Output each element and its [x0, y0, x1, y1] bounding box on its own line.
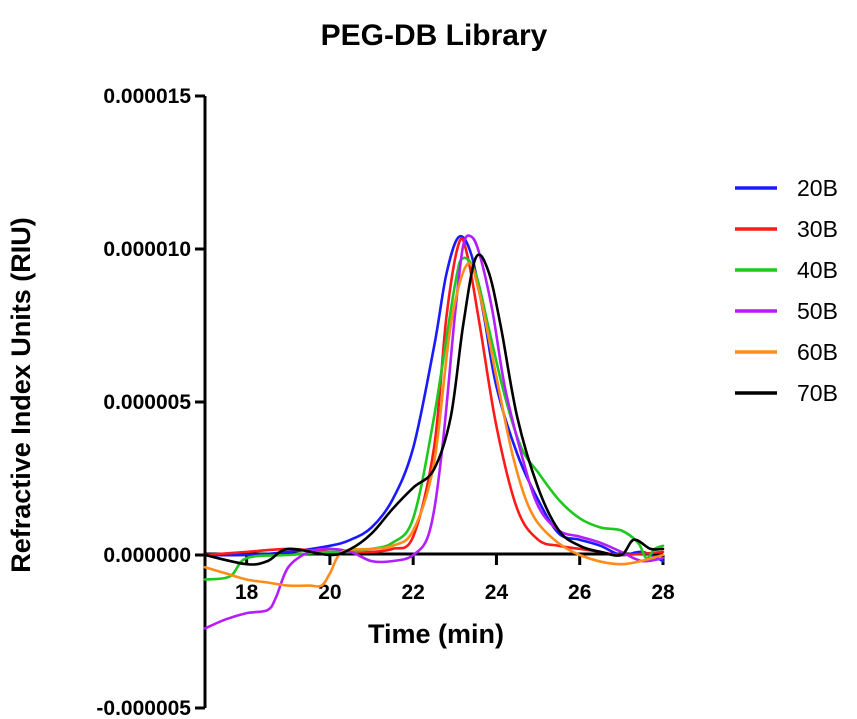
series-line-50b: [203, 234, 665, 630]
series-line-20b: [203, 234, 665, 563]
x-tick-label: 22: [402, 581, 425, 604]
legend: 20B 30B 40B 50B 60B 70B: [735, 175, 838, 406]
series-line-40b: [203, 256, 665, 581]
y-tick-label: 0.000010: [103, 238, 191, 261]
x-tick-label: 28: [651, 581, 675, 604]
y-tick-label: 0.000015: [103, 85, 191, 108]
legend-label-60b: 60B: [797, 339, 838, 365]
x-axis-label: Time (min): [368, 619, 504, 649]
series-line-70b: [203, 253, 665, 566]
x-tick-label: 26: [568, 581, 591, 604]
legend-label-70b: 70B: [797, 380, 838, 406]
y-tick-label: 0.000005: [103, 391, 191, 414]
series-lines: [203, 234, 665, 630]
series-line-60b: [203, 262, 665, 588]
y-axis-label: Refractive Index Units (RIU): [6, 217, 36, 573]
y-tick-label: 0.000000: [103, 544, 191, 567]
legend-label-30b: 30B: [797, 216, 838, 242]
x-tick-label: 18: [235, 581, 259, 604]
x-tick-label: 20: [318, 581, 341, 604]
y-ticks: -0.000005 0.000000 0.000005 0.000010 0.00001…: [96, 85, 205, 719]
legend-label-50b: 50B: [797, 298, 838, 324]
legend-label-40b: 40B: [797, 257, 838, 283]
x-tick-label: 24: [485, 581, 509, 604]
x-ticks: 18 20 22 24 26 28: [235, 555, 675, 604]
legend-label-20b: 20B: [797, 175, 838, 201]
y-tick-label: -0.000005: [96, 697, 191, 719]
chart-title: PEG-DB Library: [321, 19, 548, 52]
